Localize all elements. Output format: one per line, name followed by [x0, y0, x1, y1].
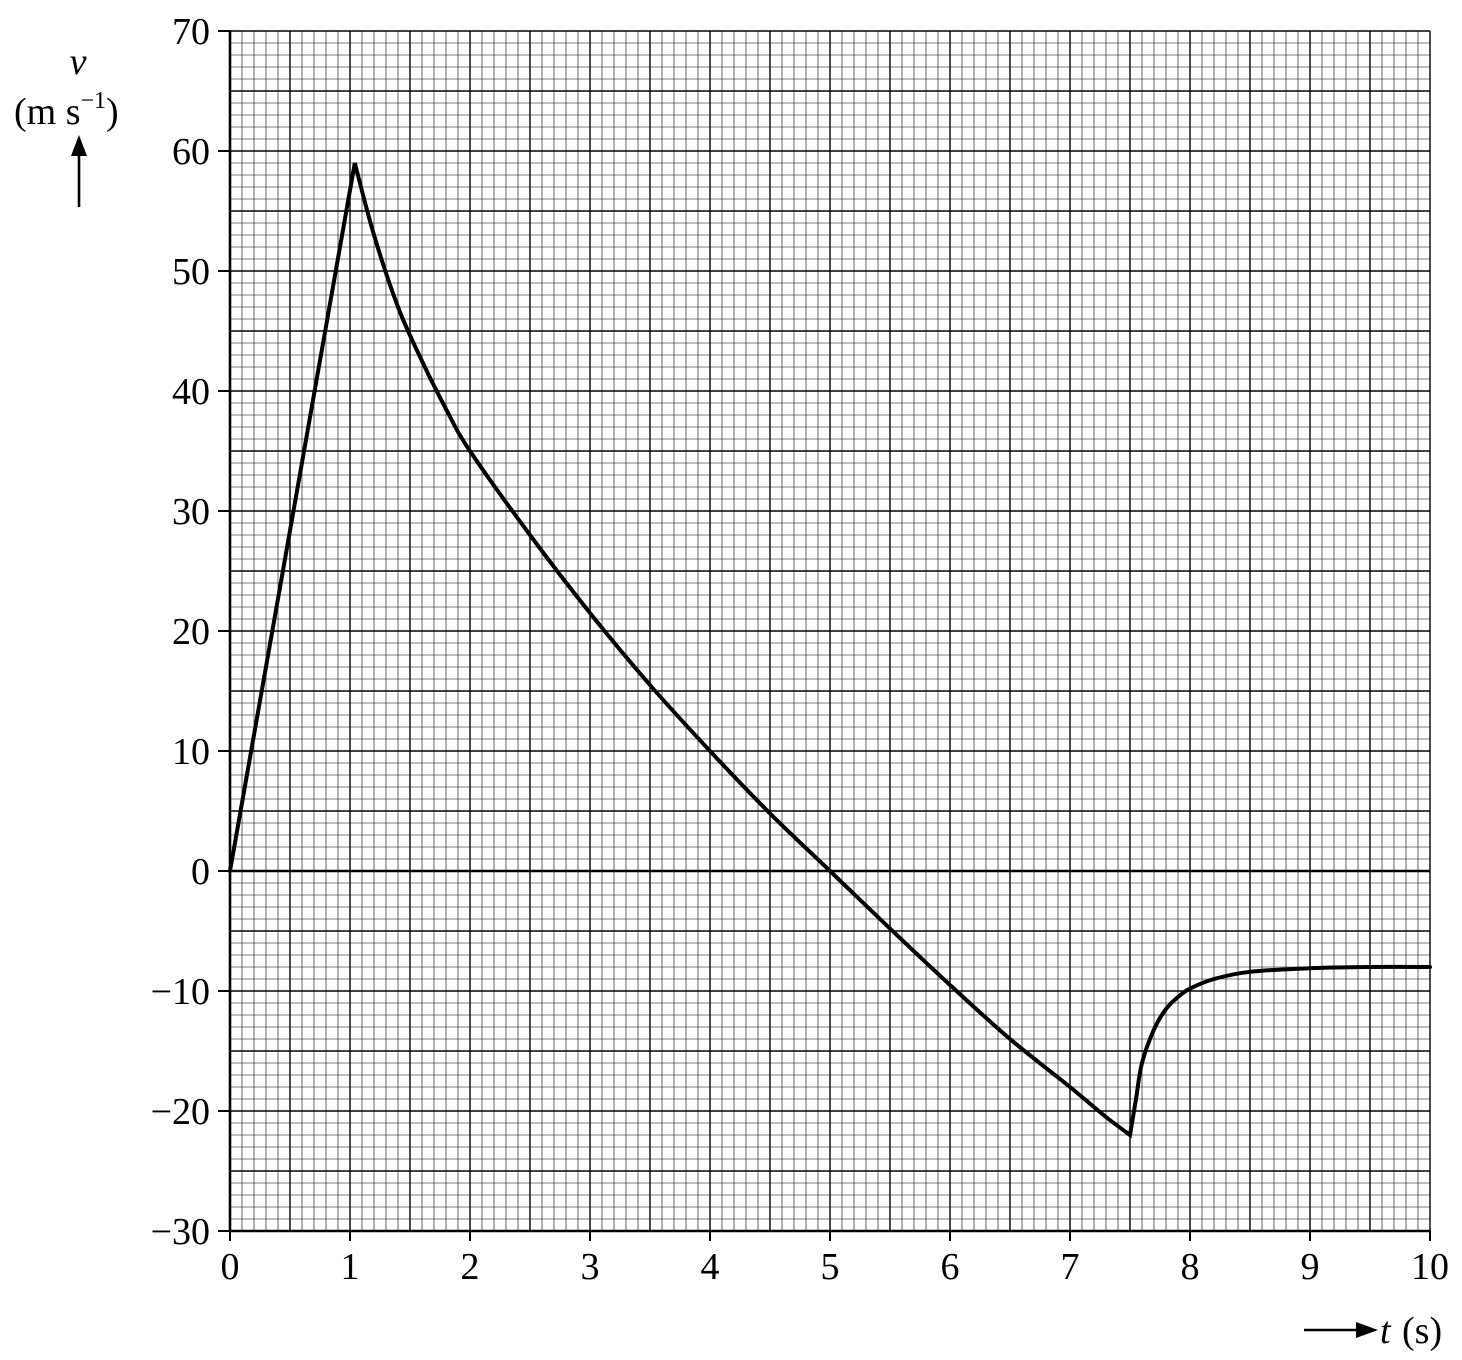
- x-tick-label: 0: [221, 1246, 240, 1288]
- major-gridlines: [229, 30, 1431, 1232]
- y-axis-symbol: v: [70, 41, 87, 83]
- x-tick-label: 6: [941, 1246, 960, 1288]
- y-tick-label: −10: [151, 971, 210, 1013]
- y-tick-label: 50: [172, 251, 210, 293]
- x-tick-label: 4: [701, 1246, 720, 1288]
- velocity-line: [228, 162, 1432, 1139]
- x-axis-symbol: t: [1380, 1310, 1392, 1352]
- y-tick-label: −30: [151, 1211, 210, 1253]
- y-axis-unit: (m s−1): [14, 88, 119, 133]
- x-tick-labels: 0 1 2 3 4 5 6 7 8 9 10: [221, 1231, 1449, 1288]
- right-arrow-icon: [1304, 1322, 1378, 1338]
- data-series: [228, 162, 1432, 1139]
- x-tick-label: 9: [1301, 1246, 1320, 1288]
- x-tick-label: 7: [1061, 1246, 1080, 1288]
- y-tick-label: −20: [151, 1091, 210, 1133]
- x-tick-label: 2: [461, 1246, 480, 1288]
- y-tick-label: 0: [191, 851, 210, 893]
- x-axis-title: t (s): [1304, 1310, 1442, 1352]
- y-tick-label: 30: [172, 491, 210, 533]
- y-tick-labels: 70 60 50 40 30 20 10 0 −10 −20 −30: [151, 11, 230, 1253]
- up-arrow-icon: [71, 135, 87, 207]
- x-tick-label: 10: [1411, 1246, 1449, 1288]
- y-tick-label: 70: [172, 11, 210, 53]
- x-axis-unit: (s): [1402, 1310, 1442, 1352]
- y-axis-title: v (m s−1): [14, 41, 119, 207]
- x-tick-label: 8: [1181, 1246, 1200, 1288]
- y-tick-label: 20: [172, 611, 210, 653]
- x-tick-label: 1: [341, 1246, 360, 1288]
- y-tick-label: 60: [172, 131, 210, 173]
- y-tick-label: 40: [172, 371, 210, 413]
- x-tick-label: 3: [581, 1246, 600, 1288]
- x-tick-label: 5: [821, 1246, 840, 1288]
- y-tick-label: 10: [172, 731, 210, 773]
